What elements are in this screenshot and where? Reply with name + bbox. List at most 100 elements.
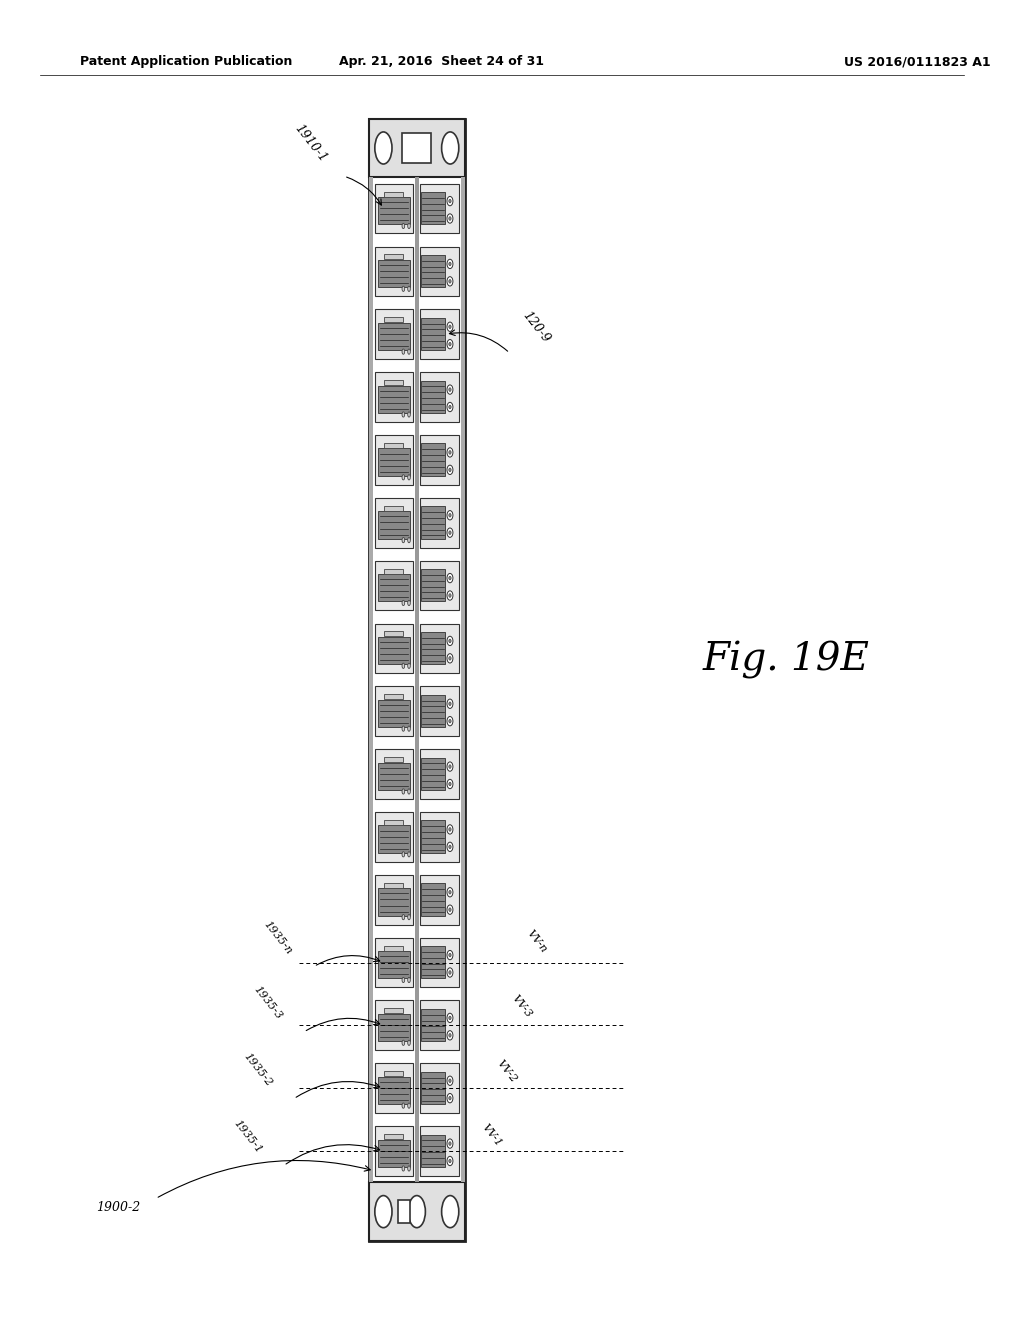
Ellipse shape [408, 1104, 411, 1109]
Bar [378, 449, 410, 475]
Text: VV-2: VV-2 [495, 1057, 518, 1084]
Ellipse shape [449, 450, 452, 454]
Bar [369, 1183, 465, 1241]
Text: VV-n: VV-n [524, 928, 549, 954]
Bar [397, 1200, 411, 1224]
Ellipse shape [449, 953, 452, 957]
Ellipse shape [447, 717, 453, 726]
Ellipse shape [441, 132, 459, 164]
Ellipse shape [449, 1142, 452, 1146]
Ellipse shape [402, 726, 404, 731]
Bar [421, 821, 444, 853]
Bar [369, 177, 373, 1183]
Ellipse shape [408, 1166, 411, 1171]
Ellipse shape [402, 1166, 404, 1171]
Bar [420, 498, 460, 548]
Ellipse shape [402, 412, 404, 417]
Ellipse shape [408, 475, 411, 480]
Bar [420, 875, 460, 924]
Ellipse shape [447, 214, 453, 223]
Ellipse shape [409, 1196, 425, 1228]
Ellipse shape [449, 388, 452, 392]
Ellipse shape [447, 197, 453, 206]
Bar [420, 372, 460, 422]
Bar [375, 812, 413, 862]
Ellipse shape [449, 216, 452, 220]
Bar [384, 191, 403, 197]
Bar [375, 937, 413, 987]
Ellipse shape [402, 1104, 404, 1109]
Bar [420, 750, 460, 799]
Ellipse shape [408, 601, 411, 606]
Ellipse shape [402, 915, 404, 920]
Ellipse shape [449, 263, 452, 265]
Ellipse shape [408, 915, 411, 920]
Ellipse shape [449, 1016, 452, 1020]
Ellipse shape [408, 1040, 411, 1045]
Bar [421, 507, 444, 539]
Ellipse shape [402, 851, 404, 857]
Ellipse shape [447, 1031, 453, 1040]
Bar [421, 318, 444, 350]
Ellipse shape [447, 762, 453, 771]
Bar [384, 883, 403, 888]
Ellipse shape [449, 970, 452, 974]
Ellipse shape [408, 663, 411, 668]
Bar [421, 946, 444, 978]
Bar [378, 763, 410, 789]
Ellipse shape [447, 653, 453, 663]
Bar [375, 1001, 413, 1051]
Bar [420, 247, 460, 296]
Ellipse shape [449, 1078, 452, 1082]
Bar [375, 686, 413, 737]
Bar [384, 1072, 403, 1076]
Ellipse shape [402, 977, 404, 982]
Bar [378, 888, 410, 916]
Ellipse shape [449, 891, 452, 894]
Bar [378, 1077, 410, 1104]
Ellipse shape [408, 537, 411, 543]
Ellipse shape [402, 1040, 404, 1045]
Bar [375, 436, 413, 484]
Text: VV-3: VV-3 [510, 994, 534, 1020]
Ellipse shape [449, 577, 452, 579]
Ellipse shape [449, 845, 452, 849]
Bar [420, 686, 460, 737]
Bar [378, 197, 410, 224]
Ellipse shape [447, 1076, 453, 1085]
Bar [378, 511, 410, 539]
Bar [420, 183, 460, 234]
Text: 1935-1: 1935-1 [231, 1118, 263, 1155]
Ellipse shape [447, 968, 453, 977]
Bar [384, 945, 403, 950]
Ellipse shape [447, 887, 453, 896]
Ellipse shape [447, 636, 453, 645]
Bar [378, 638, 410, 664]
Ellipse shape [447, 465, 453, 474]
Bar [421, 255, 444, 288]
Bar [420, 309, 460, 359]
Bar [378, 574, 410, 602]
Ellipse shape [375, 1196, 392, 1228]
Bar [384, 631, 403, 636]
Ellipse shape [449, 469, 452, 471]
Bar [420, 1001, 460, 1051]
Ellipse shape [447, 1139, 453, 1148]
Ellipse shape [402, 475, 404, 480]
Ellipse shape [447, 1093, 453, 1102]
Bar [421, 569, 444, 602]
Bar [421, 1008, 444, 1041]
Ellipse shape [449, 405, 452, 409]
Ellipse shape [447, 1156, 453, 1166]
Bar [375, 1126, 413, 1176]
Bar [384, 758, 403, 762]
Ellipse shape [447, 906, 453, 915]
Ellipse shape [449, 828, 452, 832]
Bar [378, 385, 410, 413]
Text: Patent Application Publication: Patent Application Publication [80, 55, 293, 69]
Bar [378, 825, 410, 853]
Bar [384, 569, 403, 574]
Bar [384, 506, 403, 511]
Bar [420, 1064, 460, 1113]
Ellipse shape [449, 199, 452, 203]
